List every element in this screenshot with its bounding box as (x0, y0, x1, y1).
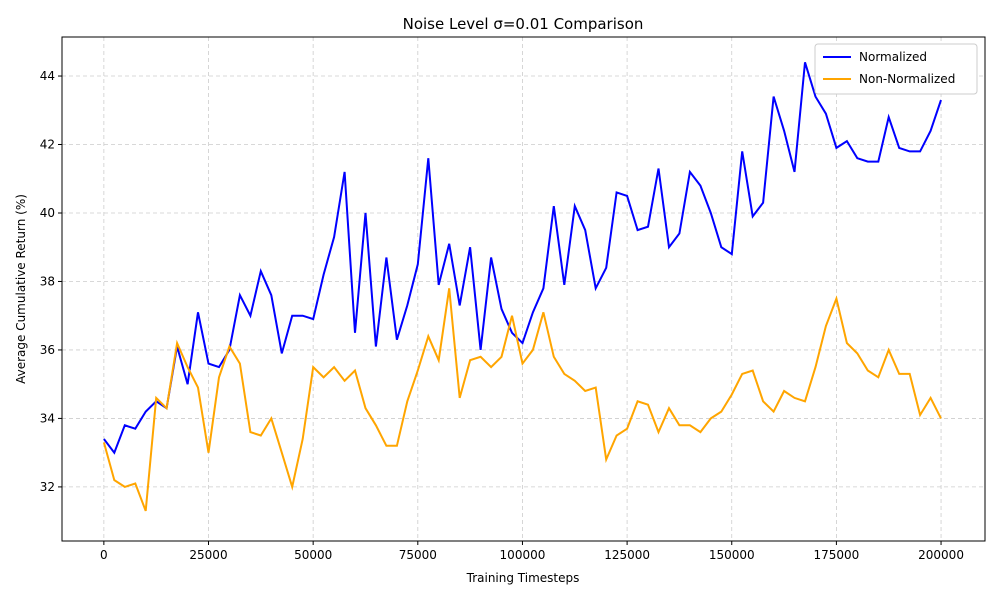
legend-label: Normalized (859, 50, 927, 64)
y-tick-label: 38 (40, 274, 55, 288)
x-tick-label: 0 (100, 548, 108, 562)
x-tick-label: 50000 (294, 548, 332, 562)
x-tick-label: 75000 (399, 548, 437, 562)
x-tick-label: 200000 (918, 548, 964, 562)
y-tick-label: 42 (40, 138, 55, 152)
x-axis-label: Training Timesteps (466, 571, 580, 585)
plot-frame (61, 36, 986, 542)
y-tick-label: 40 (40, 206, 55, 220)
x-tick-label: 100000 (500, 548, 546, 562)
y-tick-label: 32 (40, 480, 55, 494)
x-tick-label: 150000 (709, 548, 755, 562)
series-line (103, 62, 942, 455)
legend-label: Non-Normalized (859, 72, 955, 86)
x-tick-label: 25000 (189, 548, 227, 562)
chart-title: Noise Level σ=0.01 Comparison (403, 15, 644, 33)
y-tick-label: 44 (40, 69, 55, 83)
y-axis-label: Average Cumulative Return (%) (14, 194, 28, 384)
y-tick-label: 36 (40, 343, 55, 357)
series-line (102, 288, 942, 512)
y-tick-label: 34 (40, 411, 55, 425)
x-tick-label: 125000 (604, 548, 650, 562)
x-tick-label: 175000 (813, 548, 859, 562)
legend-box (814, 43, 978, 95)
